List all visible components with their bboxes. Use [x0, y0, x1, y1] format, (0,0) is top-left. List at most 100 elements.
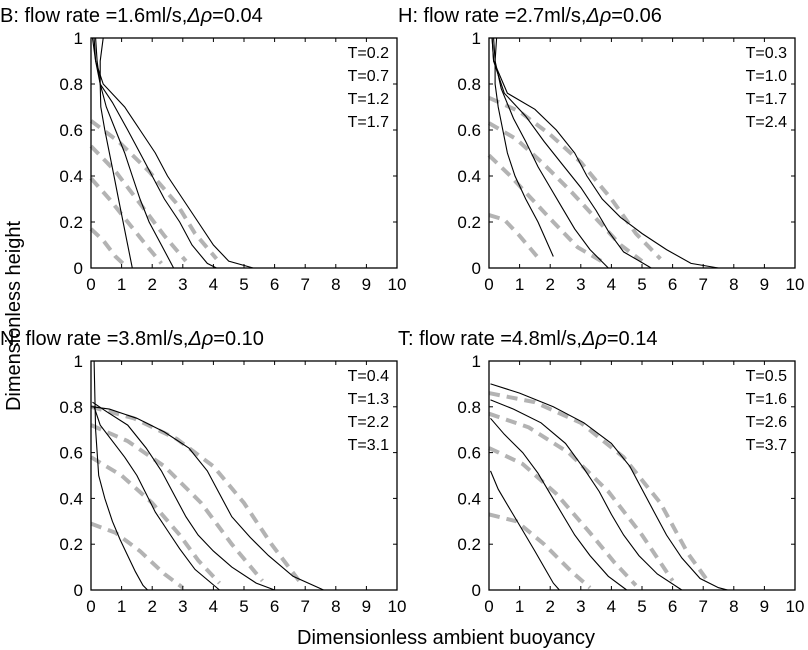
panel-h-xtick-label: 10: [786, 275, 805, 294]
panel-t-measured-curve-4: [490, 383, 728, 591]
panel-n: N: flow rate =3.8ml/s,Δρ=0.100 1 2 3 4 5 6 7 8 9 1…: [0, 328, 406, 616]
panel-b-xtick-label: 1: [117, 275, 126, 294]
panel-b-model-curve-3: [89, 144, 188, 263]
panel-h-time-label-2: T=1.0: [746, 68, 787, 85]
panel-t-xtick-label: 4: [607, 597, 616, 616]
panel-t-xtick-label: 3: [576, 597, 585, 616]
panel-h-measured-curve-1: [494, 37, 554, 257]
panel-t-time-label-2: T=1.6: [746, 391, 787, 408]
panel-h-xtick-label: 0: [484, 275, 493, 294]
panel-n-title-prefix: N: flow rate =3.8ml/s,: [0, 328, 188, 350]
panel-n-xtick-label: 0: [86, 597, 95, 616]
panel-h-xtick-label: 7: [698, 275, 707, 294]
panel-n-title-symbol: Δρ: [187, 328, 213, 350]
panel-h-ytick-label: 1: [472, 29, 481, 48]
panel-b-ytick-label: 0.6: [59, 121, 83, 140]
panels: B: flow rate =1.6ml/s,Δρ=0.040 1 2 3 4 5 6 7 8 9 1…: [0, 5, 804, 616]
panel-n-ytick-label: 0.2: [59, 535, 83, 554]
panel-n-ytick-label: 0: [74, 581, 83, 600]
panel-h: H: flow rate =2.7ml/s,Δρ=0.060 1 2 3 4 5 6 7 8 9 1…: [398, 5, 804, 294]
panel-n-model-curve-4: [90, 404, 301, 583]
panel-t-title-suffix: =0.14: [607, 328, 658, 350]
panel-n-xtick-label: 1: [117, 597, 126, 616]
panel-h-model-curve-3: [487, 121, 644, 263]
panel-b-ytick-label: 0.8: [59, 75, 83, 94]
panel-h-time-label-1: T=0.3: [746, 45, 787, 62]
panel-t: T: flow rate =4.8ml/s,Δρ=0.14 0 1 2 3 4 5 6 7 8 9 1…: [398, 328, 804, 616]
panel-n-measured-curve-2: [93, 406, 220, 591]
panel-n-time-label-4: T=3.1: [348, 437, 389, 454]
panel-b-xtick-label: 5: [239, 275, 248, 294]
panel-b-ytick-label: 1: [74, 29, 83, 48]
panel-b-ticks: [90, 37, 398, 269]
panel-b-measured-curve-1: [99, 37, 133, 269]
panel-n-ytick-label: 1: [74, 352, 83, 371]
panel-n-xtick-label: 8: [331, 597, 340, 616]
panel-t-title-symbol: Δρ: [581, 328, 607, 350]
panel-n-xtick-label: 9: [362, 597, 371, 616]
panel-b-title-prefix: B: flow rate =1.6ml/s,: [0, 5, 187, 27]
panel-h-ytick-label: 0.8: [457, 75, 481, 94]
panel-b-xtick-label: 8: [331, 275, 340, 294]
panel-t-ticks: [488, 360, 796, 591]
panel-n-title-suffix: =0.10: [213, 328, 264, 350]
panel-n-xtick-label: 7: [300, 597, 309, 616]
panel-h-title-suffix: =0.06: [611, 5, 662, 27]
panel-b-ytick-label: 0.4: [59, 167, 83, 186]
panel-n-xtick-label: 6: [270, 597, 279, 616]
panel-t-title-prefix: T: flow rate =4.8ml/s,: [398, 328, 582, 350]
panel-b-xtick-label: 4: [209, 275, 218, 294]
panel-b-title-suffix: =0.04: [212, 5, 263, 27]
panel-t-model-curve-4: [488, 391, 711, 585]
panel-b-ytick-label: 0.2: [59, 213, 83, 232]
panel-n-time-label-3: T=2.2: [348, 414, 389, 431]
panel-b-xtick-label: 9: [362, 275, 371, 294]
panel-b-time-label-3: T=1.2: [348, 91, 389, 108]
panel-t-xtick-label: 6: [668, 597, 677, 616]
panel-t-xtick-label: 8: [729, 597, 738, 616]
panel-h-model-curve-1: [488, 213, 543, 263]
panel-t-ytick-label: 0.2: [457, 535, 481, 554]
panel-n-ytick-label: 0.4: [59, 489, 83, 508]
panel-h-title-prefix: H: flow rate =2.7ml/s,: [398, 5, 586, 27]
panel-n-model-curve-3: [90, 423, 264, 583]
panel-b-title-symbol: Δρ: [186, 5, 212, 27]
panel-t-ytick-label: 0.4: [457, 489, 481, 508]
panel-n-time-label-1: T=0.4: [348, 368, 389, 385]
panel-n-time-label-2: T=1.3: [348, 391, 389, 408]
y-axis-label: Dimensionless height: [3, 221, 25, 412]
panel-t-xtick-label: 10: [786, 597, 805, 616]
panel-b-model-curve-4: [89, 119, 219, 261]
panel-h-xtick-label: 9: [760, 275, 769, 294]
panel-h-title: H: flow rate =2.7ml/s,Δρ=0.06: [398, 5, 662, 27]
panel-b-xtick-label: 6: [270, 275, 279, 294]
panel-n-xtick-label: 10: [388, 597, 407, 616]
panel-t-title: T: flow rate =4.8ml/s,Δρ=0.14: [398, 328, 657, 350]
panel-n-measured-curve-4: [92, 406, 324, 591]
panel-t-xtick-label: 9: [760, 597, 769, 616]
panel-h-model-curve-2: [487, 153, 607, 266]
panel-b-model-curve-1: [89, 227, 130, 270]
panel-t-xtick-label: 0: [484, 597, 493, 616]
panel-h-measured-curve-4: [491, 37, 719, 269]
panel-b-measured-curve-3: [93, 37, 217, 269]
panel-b-xtick-label: 0: [86, 275, 95, 294]
panel-b-xtick-label: 3: [178, 275, 187, 294]
panel-t-model-curve-3: [488, 411, 675, 582]
panel-t-xtick-label: 7: [698, 597, 707, 616]
panel-b-ytick-label: 0: [74, 259, 83, 278]
panel-t-xtick-label: 5: [637, 597, 646, 616]
panel-t-xtick-label: 2: [545, 597, 554, 616]
x-axis-label: Dimensionless ambient buoyancy: [297, 627, 595, 649]
panel-h-title-symbol: Δρ: [585, 5, 611, 27]
panel-b-model-curve-2: [89, 176, 163, 265]
panel-b-measured-curve-4: [91, 37, 254, 269]
panel-n-xtick-label: 4: [209, 597, 218, 616]
panel-n-ytick-label: 0.8: [59, 398, 83, 417]
panel-h-xtick-label: 8: [729, 275, 738, 294]
panel-t-ytick-label: 1: [472, 352, 481, 371]
panel-t-ytick-label: 0.6: [457, 444, 481, 463]
panel-h-ticks: [488, 37, 796, 269]
panel-h-ytick-label: 0: [472, 259, 481, 278]
